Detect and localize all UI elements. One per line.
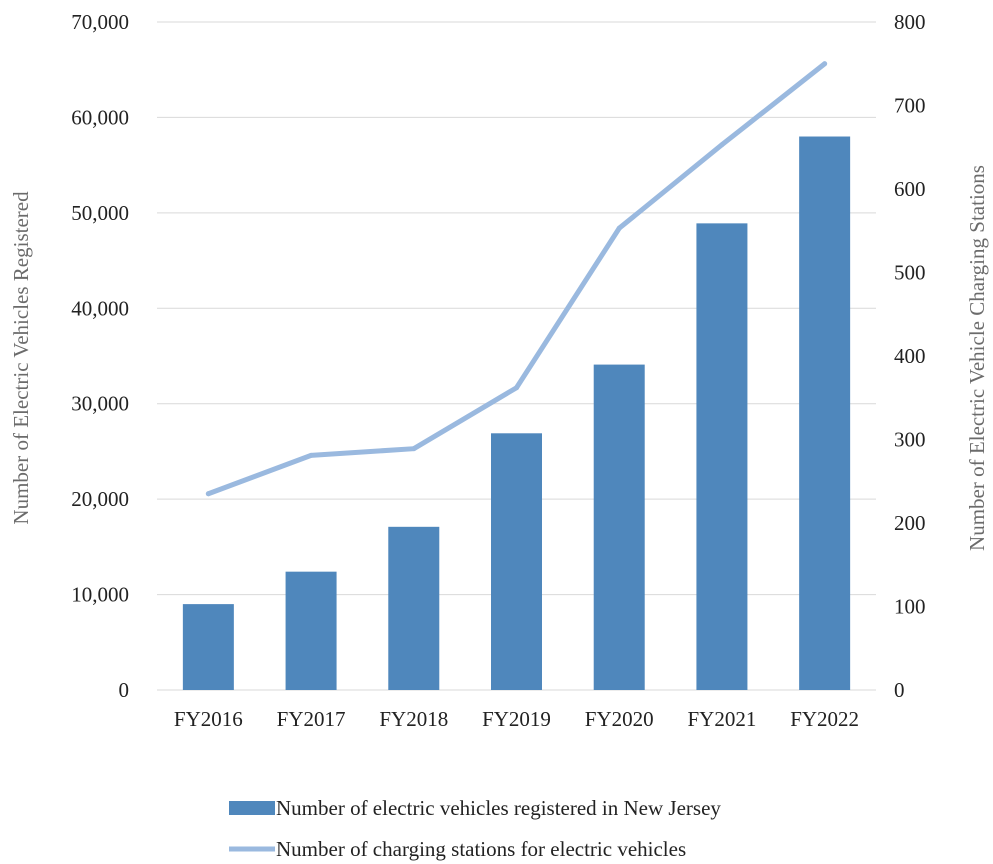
left-tick-label: 30,000 <box>71 392 129 416</box>
x-tick-label: FY2020 <box>585 707 654 731</box>
bar <box>183 604 234 690</box>
right-tick-label: 400 <box>894 344 926 368</box>
left-tick-label: 70,000 <box>71 10 129 34</box>
bar <box>799 137 850 690</box>
legend-bar-swatch <box>229 801 275 815</box>
right-axis-title: Number of Electric Vehicle Charging Stat… <box>965 165 989 551</box>
right-tick-label: 500 <box>894 261 926 285</box>
bar <box>696 223 747 690</box>
right-tick-label: 800 <box>894 10 926 34</box>
line-point <box>617 226 622 231</box>
line-point <box>514 385 519 390</box>
x-tick-label: FY2019 <box>482 707 551 731</box>
x-tick-label: FY2021 <box>687 707 756 731</box>
bar <box>594 365 645 690</box>
line-point <box>206 491 211 496</box>
x-tick-label: FY2017 <box>277 707 346 731</box>
line-point <box>719 142 724 147</box>
bar <box>491 433 542 690</box>
x-tick-label: FY2016 <box>174 707 243 731</box>
right-tick-label: 100 <box>894 595 926 619</box>
legend: Number of electric vehicles registered i… <box>229 796 721 861</box>
right-axis-ticks: 0 100 200 300 400 500 600 700 800 <box>894 10 926 702</box>
line-point <box>411 446 416 451</box>
bar-series <box>183 137 850 690</box>
left-tick-label: 10,000 <box>71 583 129 607</box>
legend-bar-label: Number of electric vehicles registered i… <box>276 796 721 820</box>
right-tick-label: 300 <box>894 428 926 452</box>
right-tick-label: 600 <box>894 177 926 201</box>
left-tick-label: 20,000 <box>71 487 129 511</box>
x-axis-ticks: FY2016 FY2017 FY2018 FY2019 FY2020 FY2021 FY20… <box>174 707 859 731</box>
right-tick-label: 200 <box>894 511 926 535</box>
legend-line-label: Number of charging stations for electric… <box>276 837 686 861</box>
bar <box>286 572 337 690</box>
bar <box>388 527 439 690</box>
left-axis-ticks: 0 10,000 20,000 30,000 40,000 50,000 60,000 70,… <box>71 10 129 702</box>
x-tick-label: FY2022 <box>790 707 859 731</box>
left-axis-title: Number of Electric Vehicles Registered <box>9 191 33 525</box>
left-tick-label: 0 <box>119 678 130 702</box>
right-tick-label: 700 <box>894 94 926 118</box>
x-tick-label: FY2018 <box>379 707 448 731</box>
line-point <box>822 61 827 66</box>
left-tick-label: 50,000 <box>71 201 129 225</box>
line-point <box>309 453 314 458</box>
left-tick-label: 40,000 <box>71 296 129 320</box>
left-tick-label: 60,000 <box>71 105 129 129</box>
right-tick-label: 0 <box>894 678 905 702</box>
